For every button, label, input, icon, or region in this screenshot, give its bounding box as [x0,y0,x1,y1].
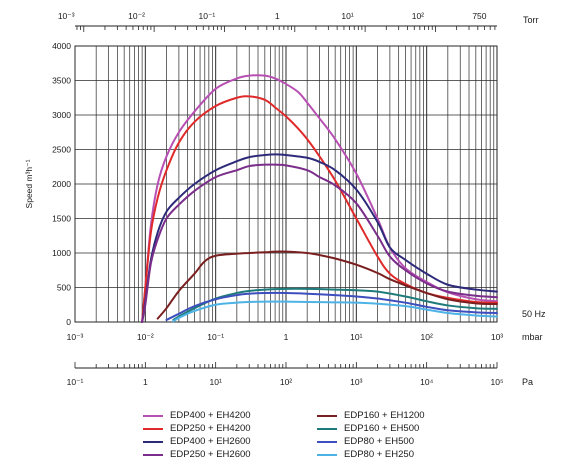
axis-labels: 0 500 1000 1500 2000 2500 3000 3500 4000 Speed m³… [24,11,546,387]
series-line-4 [141,163,498,323]
y-tick-label: 2000 [52,179,71,189]
torr-tick-label: 10⁻¹ [198,11,215,21]
legend-label: EDP160 + EH1200 [344,410,425,421]
pa-tick-label: 10⁻¹ [67,377,84,387]
pa-tick-label: 10³ [350,377,362,387]
pa-tick-label: 1 [143,377,148,387]
y-tick-label: 0 [66,317,71,327]
torr-tick-label: 10⁻³ [58,11,75,21]
y-tick-label: 1000 [52,248,71,258]
series-line-5 [156,250,498,320]
legend-label: EDP250 + EH4200 [170,423,251,434]
legend-swatch [317,440,337,443]
legend-swatch [143,440,163,443]
y-tick-label: 1500 [52,214,71,224]
torr-tick-label: 10⁻² [128,11,145,21]
legend-label: EDP80 + EH500 [344,436,414,447]
legend-label: EDP80 + EH250 [344,449,414,460]
legend-item: EDP80 + EH500 [317,435,414,448]
mbar-tick-label: 1 [284,332,289,342]
series-line-3 [141,153,498,323]
legend-swatch [317,427,337,430]
y-tick-label: 4000 [52,41,71,51]
legend-label: EDP400 + EH2600 [170,436,251,447]
legend-item: EDP250 + EH4200 [143,422,251,435]
mbar-tick-label: 10¹ [350,332,362,342]
series-line-1 [141,74,498,323]
legend-item: EDP400 + EH2600 [143,435,251,448]
legend-item: EDP80 + EH250 [317,448,414,461]
legend-label: EDP400 + EH4200 [170,410,251,421]
frequency-label: 50 Hz [522,309,546,319]
mbar-unit-label: mbar [522,332,543,342]
mbar-tick-label: 10³ [491,332,503,342]
torr-tick-label: 10¹ [341,11,353,21]
pa-tick-label: 10² [280,377,292,387]
y-tick-label: 2500 [52,145,71,155]
series-line-2 [141,95,498,323]
torr-unit-label: Torr [523,15,539,25]
y-axis-label: Speed m³h⁻¹ [24,159,34,208]
mbar-tick-label: 10⁻¹ [207,332,224,342]
grid-lines [74,45,498,323]
y-tick-label: 3500 [52,76,71,86]
torr-tick-label: 750 [472,11,486,21]
legend-item: EDP160 + EH500 [317,422,419,435]
torr-tick-label: 1 [275,11,280,21]
y-tick-label: 500 [57,283,71,293]
axes [74,25,498,369]
legend-swatch [317,414,337,417]
pa-unit-label: Pa [522,377,533,387]
pa-tick-label: 10¹ [210,377,222,387]
pa-tick-label: 10⁴ [420,377,433,387]
legend-label: EDP160 + EH500 [344,423,420,434]
y-tick-label: 3000 [52,110,71,120]
legend-item: EDP400 + EH4200 [143,409,251,422]
series-line-7 [165,291,498,321]
data-series [141,74,498,323]
legend-swatch [143,414,163,417]
legend-swatch [143,453,163,456]
mbar-tick-label: 10² [421,332,433,342]
torr-tick-label: 10² [412,11,424,21]
legend-swatch [317,453,337,456]
legend-swatch [143,427,163,430]
pa-tick-label: 10⁵ [491,377,504,387]
mbar-tick-label: 10⁻² [137,332,154,342]
legend: EDP400 + EH4200 EDP250 + EH4200 EDP400 +… [143,409,463,467]
legend-item: EDP160 + EH1200 [317,409,425,422]
legend-item: EDP250 + EH2600 [143,448,251,461]
series-line-8 [172,300,498,323]
mbar-tick-label: 10⁻³ [67,332,84,342]
legend-label: EDP250 + EH2600 [170,449,251,460]
